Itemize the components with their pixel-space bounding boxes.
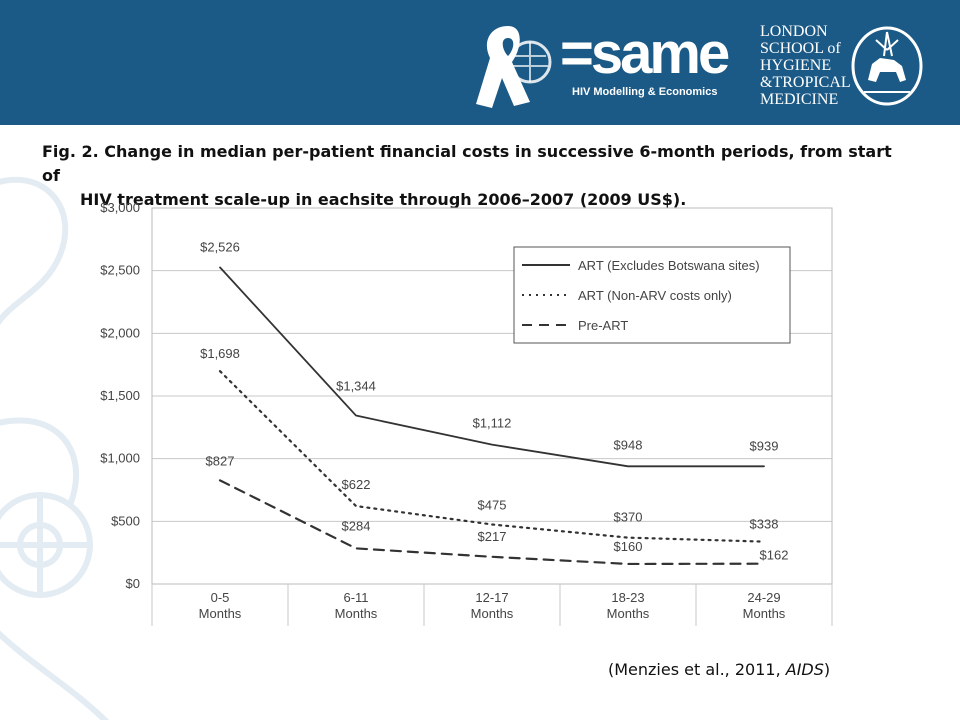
legend-label: ART (Excludes Botswana sites) <box>578 258 760 273</box>
data-label: $1,344 <box>336 379 376 394</box>
x-tick-label: Months <box>607 606 650 621</box>
caption-line: HIV treatment scale-up in eachsite throu… <box>80 190 687 209</box>
x-tick-label: 0-5 <box>211 590 230 605</box>
background-watermark <box>0 176 110 720</box>
brand-tagline: HIV Modelling & Economics <box>572 86 718 98</box>
y-tick-label: $2,500 <box>100 263 140 278</box>
citation-prefix: (Menzies et al., 2011, <box>608 660 786 679</box>
figure-caption: Fig. 2. Change in median per-patient fin… <box>42 140 902 212</box>
data-label: $827 <box>206 453 235 468</box>
data-label: $338 <box>750 517 779 532</box>
cost-line-chart: $0$500$1,000$1,500$2,000$2,500$3,0000-5M… <box>100 200 833 626</box>
citation-journal: AIDS <box>785 660 824 679</box>
citation-suffix: ) <box>823 660 831 679</box>
legend-label: ART (Non-ARV costs only) <box>578 288 732 303</box>
data-label: $217 <box>478 529 507 544</box>
crest-icon <box>851 26 923 106</box>
data-label: $939 <box>750 438 779 453</box>
y-tick-label: $1,000 <box>100 451 140 466</box>
institution-line: LONDON <box>760 23 828 40</box>
data-label: $2,526 <box>200 239 240 254</box>
brand-wordmark: =same <box>560 21 730 86</box>
y-tick-label: $0 <box>126 576 140 591</box>
data-label: $948 <box>614 437 643 452</box>
plot-frame <box>151 207 833 585</box>
x-tick-label: 18-23 <box>611 590 644 605</box>
data-label: $162 <box>760 548 789 563</box>
data-label: $622 <box>342 477 371 492</box>
data-label: $1,698 <box>200 346 240 361</box>
institution-logo: LONDON SCHOOL of HYGIENE &TROPICAL MEDIC… <box>760 23 923 108</box>
series-line <box>218 370 766 543</box>
institution-line: MEDICINE <box>760 91 838 108</box>
legend-box <box>513 246 791 344</box>
data-label: $475 <box>478 497 507 512</box>
x-tick-label: 6-11 <box>343 590 368 605</box>
x-tick-label: Months <box>335 606 378 621</box>
institution-line: HYGIENE <box>760 57 831 74</box>
caption-line: Fig. 2. Change in median per-patient fin… <box>42 142 892 185</box>
y-tick-label: $500 <box>111 513 140 528</box>
data-label: $370 <box>614 510 643 525</box>
data-label: $1,112 <box>473 416 512 431</box>
data-label: $160 <box>614 539 643 554</box>
legend-label: Pre-ART <box>578 318 628 333</box>
x-tick-label: Months <box>199 606 242 621</box>
series-line <box>219 266 765 468</box>
data-label: $284 <box>342 518 371 533</box>
x-tick-label: 12-17 <box>475 590 508 605</box>
x-tick-label: Months <box>743 606 786 621</box>
x-tick-label: Months <box>471 606 514 621</box>
y-tick-label: $1,500 <box>100 388 140 403</box>
y-tick-label: $2,000 <box>100 325 140 340</box>
institution-line: &TROPICAL <box>760 74 851 91</box>
ribbon-globe-logo <box>476 26 552 108</box>
x-tick-label: 24-29 <box>747 590 780 605</box>
series-line <box>218 479 766 566</box>
y-tick-label: $3,000 <box>100 200 140 215</box>
institution-line: SCHOOL of <box>760 40 841 57</box>
citation: (Menzies et al., 2011, AIDS) <box>608 660 830 679</box>
